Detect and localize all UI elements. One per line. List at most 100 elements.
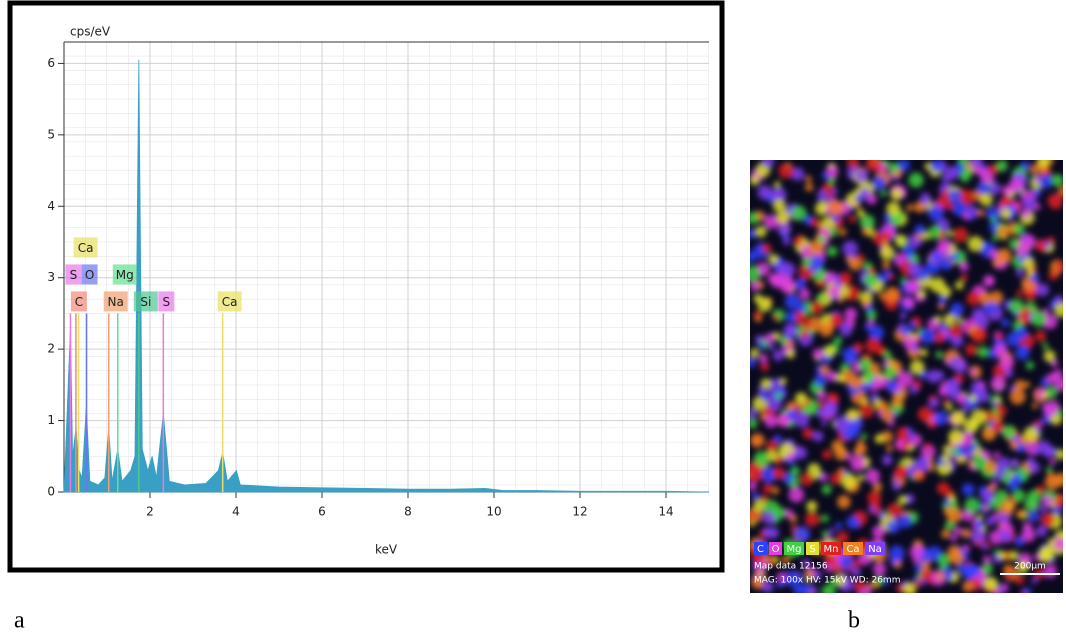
- map-blob: [824, 271, 837, 284]
- map-blob: [815, 294, 825, 304]
- map-blob: [846, 515, 860, 529]
- map-blob: [750, 250, 757, 263]
- map-blob: [973, 313, 990, 330]
- map-legend-label: Mg: [787, 544, 802, 555]
- map-blob: [757, 184, 773, 200]
- map-blob: [794, 526, 810, 543]
- map-blob: [845, 453, 853, 461]
- map-blob: [822, 401, 839, 417]
- map-blob: [1028, 462, 1041, 474]
- map-blob: [933, 332, 945, 344]
- map-blob: [996, 405, 1007, 416]
- map-blob: [1023, 587, 1032, 593]
- map-blob: [834, 446, 849, 461]
- map-blob: [949, 446, 959, 457]
- map-blob: [1031, 311, 1047, 327]
- map-blob: [899, 312, 907, 320]
- map-blob: [828, 527, 835, 535]
- map-blob: [1014, 536, 1025, 547]
- map-blob: [940, 258, 953, 271]
- map-blob: [995, 160, 1008, 172]
- map-blob: [807, 316, 823, 332]
- element-label: Ca: [222, 295, 238, 309]
- map-blob: [799, 288, 811, 300]
- map-blob: [965, 343, 977, 356]
- map-blob: [1024, 497, 1039, 512]
- map-blob: [950, 534, 958, 542]
- map-blob: [750, 175, 760, 186]
- map-blob: [948, 189, 962, 203]
- map-blob: [805, 512, 820, 527]
- map-blob: [1055, 378, 1063, 391]
- map-blob: [949, 551, 964, 566]
- map-blob: [821, 530, 829, 538]
- x-tick-label: 12: [572, 505, 587, 519]
- map-blob: [793, 236, 804, 246]
- map-blob: [758, 342, 766, 350]
- map-blob: [807, 566, 816, 574]
- map-blob: [937, 553, 951, 567]
- panel-label: a: [14, 608, 25, 634]
- map-blob: [793, 574, 803, 584]
- map-blob: [880, 245, 895, 261]
- map-blob: [1049, 458, 1056, 465]
- map-blob: [780, 278, 796, 294]
- element-label-box: [133, 291, 158, 312]
- map-blob: [945, 202, 954, 211]
- map-blob: [1004, 368, 1014, 378]
- map-blob: [956, 317, 963, 324]
- map-blob: [907, 260, 919, 272]
- element-label: Ca: [78, 241, 94, 255]
- map-blob: [936, 571, 946, 581]
- map-legend-box: [784, 542, 804, 555]
- map-blob: [938, 231, 946, 239]
- map-blob: [1023, 381, 1031, 388]
- map-blob: [856, 439, 864, 447]
- map-blob: [968, 394, 977, 403]
- map-blob: [939, 285, 952, 299]
- map-blob: [764, 214, 779, 229]
- map-blob: [1005, 570, 1015, 580]
- map-blob: [750, 229, 756, 239]
- map-blob: [798, 583, 811, 593]
- map-blob: [920, 457, 929, 467]
- map-legend-label: C: [757, 544, 764, 555]
- map-blob: [783, 323, 798, 338]
- map-blob: [987, 164, 998, 175]
- map-blob: [839, 555, 854, 570]
- map-blob: [802, 319, 812, 330]
- y-axis-title: cps/eV: [70, 25, 111, 39]
- map-blob: [750, 418, 758, 429]
- map-blob: [802, 427, 814, 439]
- map-blob: [944, 520, 955, 531]
- map-blob: [811, 255, 825, 269]
- map-blob: [1042, 343, 1049, 350]
- map-blob: [842, 347, 858, 363]
- map-blob: [941, 529, 951, 539]
- map-blob: [952, 201, 968, 217]
- map-blob: [819, 364, 830, 376]
- map-blob: [1034, 203, 1041, 211]
- map-blob: [750, 433, 765, 448]
- map-blob: [909, 545, 924, 559]
- map-blob: [816, 390, 827, 400]
- map-blob: [816, 410, 824, 419]
- map-blob: [883, 214, 891, 222]
- map-blob: [838, 228, 847, 236]
- map-blob: [981, 563, 993, 575]
- map-blob: [953, 526, 962, 535]
- map-blob: [865, 468, 880, 484]
- map-blob: [761, 243, 772, 254]
- map-blob: [891, 395, 904, 408]
- map-blob: [771, 187, 787, 203]
- map-blob: [827, 370, 838, 382]
- map-blob: [914, 201, 926, 213]
- map-blob: [782, 472, 794, 484]
- map-blob: [1009, 440, 1019, 450]
- map-blob: [794, 392, 808, 405]
- map-blob: [878, 272, 888, 283]
- map-blob: [794, 446, 807, 460]
- map-blob: [796, 302, 807, 313]
- element-label: S: [163, 295, 171, 309]
- map-blob: [766, 439, 778, 452]
